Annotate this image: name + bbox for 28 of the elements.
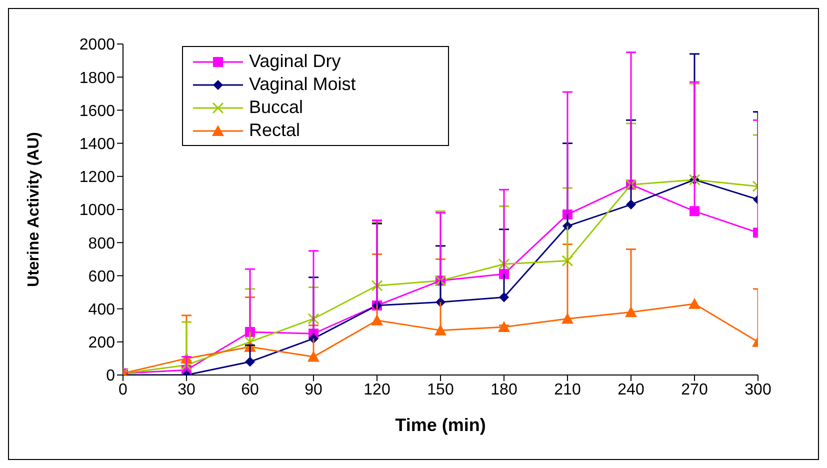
y-tick-label: 200 [88, 334, 116, 352]
x-tick-label: 180 [490, 381, 518, 398]
x-tick-label: 60 [241, 381, 259, 398]
x-tick-label: 300 [744, 381, 772, 398]
y-tick-label: 400 [88, 301, 116, 318]
x-tick-label: 0 [118, 381, 128, 398]
x-tick-label: 270 [681, 381, 708, 398]
y-tick-label: 600 [88, 268, 116, 286]
x-axis-title: Time (min) [395, 415, 486, 435]
legend-label: Rectal [248, 119, 302, 142]
y-tick-label: 800 [88, 235, 116, 252]
y-tick-label: 1200 [79, 169, 116, 186]
x-tick-label: 90 [304, 381, 322, 398]
y-tick-label: 1600 [79, 102, 116, 120]
legend-label: Vaginal Moist [248, 73, 357, 96]
x-tick-label: 240 [618, 381, 644, 398]
x-tick-label: 150 [427, 381, 454, 398]
x-tick-label: 30 [178, 381, 196, 398]
y-tick-label: 1800 [79, 70, 116, 87]
y-axis-title: Uterine Activity (AU) [26, 132, 43, 287]
legend-label: Vaginal Dry [248, 50, 342, 73]
x-tick-label: 120 [364, 381, 390, 398]
x-tick-label: 210 [554, 381, 581, 398]
y-tick-label: 1000 [79, 202, 116, 220]
legend-label: Buccal [248, 96, 304, 119]
y-tick-label: 1400 [79, 136, 116, 153]
y-tick-label: 0 [106, 368, 116, 385]
y-tick-label: 2000 [79, 36, 116, 54]
